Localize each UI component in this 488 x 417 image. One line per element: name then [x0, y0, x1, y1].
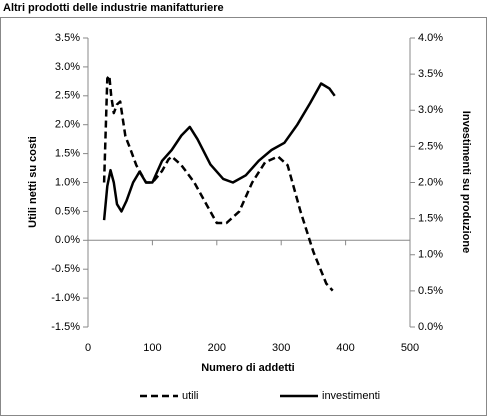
y-axis-label: Utili netti su costi	[27, 136, 39, 228]
x-tick-label: 400	[336, 342, 354, 354]
y-tick-label: 0.0%	[55, 234, 80, 246]
chart-border	[0, 17, 487, 416]
y-tick-label: 1.0%	[55, 176, 80, 188]
x-tick-label: 0	[85, 342, 91, 354]
y2-tick-label: 1.5%	[418, 213, 443, 225]
y2-tick-label: 0.0%	[418, 321, 443, 333]
y2-tick-label: 3.0%	[418, 104, 443, 116]
y-tick-label: -1.0%	[51, 292, 80, 304]
y2-tick-label: 0.5%	[418, 285, 443, 297]
y-tick-label: -0.5%	[51, 263, 80, 275]
y2-axis-label: Investimenti su produzione	[460, 111, 472, 253]
y-tick-label: 3.0%	[55, 61, 80, 73]
legend-label: utili	[182, 390, 199, 402]
legend-label: investimenti	[322, 390, 380, 402]
series-line	[102, 74, 334, 292]
y2-tick-label: 2.0%	[418, 176, 443, 188]
y-tick-label: 2.5%	[55, 90, 80, 102]
y-tick-label: 0.5%	[55, 205, 80, 217]
x-tick-label: 100	[143, 342, 161, 354]
x-tick-label: 200	[208, 342, 226, 354]
x-axis-label: Numero di addetti	[201, 362, 295, 374]
chart-title: Altri prodotti delle industrie manifattu…	[3, 2, 224, 14]
x-tick-label: 500	[401, 342, 419, 354]
y2-tick-label: 4.0%	[418, 32, 443, 44]
y2-tick-label: 2.5%	[418, 140, 443, 152]
y-tick-label: 1.5%	[55, 148, 80, 160]
series-line	[102, 82, 336, 221]
y2-tick-label: 3.5%	[418, 68, 443, 80]
y-tick-label: -1.5%	[51, 321, 80, 333]
y-tick-label: 2.0%	[55, 119, 80, 131]
x-tick-label: 300	[272, 342, 290, 354]
y-tick-label: 3.5%	[55, 32, 80, 44]
y2-tick-label: 1.0%	[418, 249, 443, 261]
